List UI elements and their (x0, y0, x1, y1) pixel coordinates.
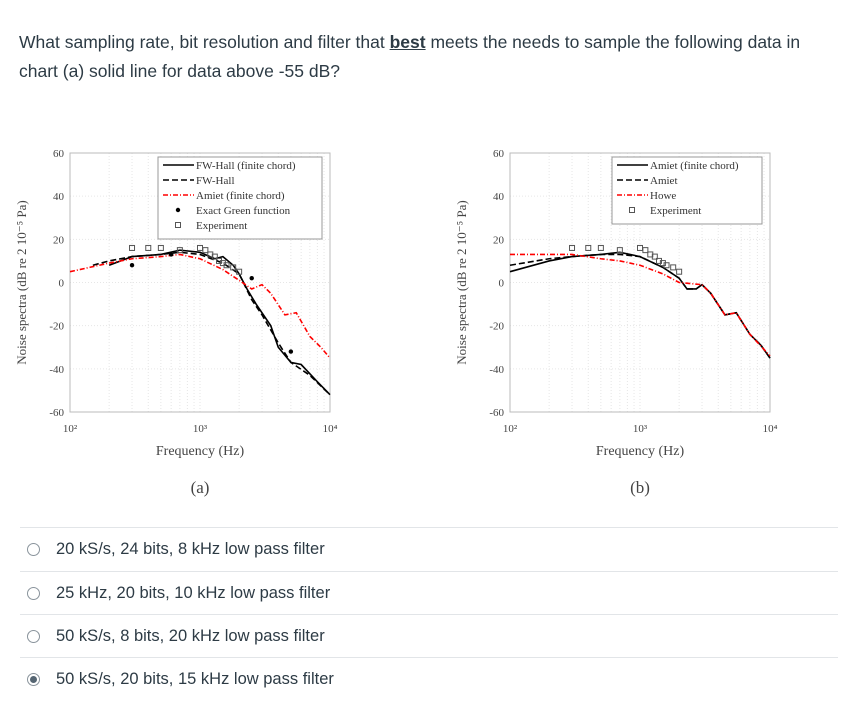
data-point (145, 244, 152, 251)
data-point (223, 262, 230, 269)
option-label: 50 kS/s, 8 bits, 20 kHz low pass filter (56, 627, 325, 645)
y-tick-label: 60 (493, 148, 505, 160)
y-tick-label: -20 (489, 321, 504, 333)
x-tick-label: 10⁴ (763, 423, 778, 435)
question-figure: 60 40 20 0 -20 -40 -60 10² 10³ 10⁴ Frequency (Hz) N… (14, 148, 778, 497)
option-label: 25 kHz, 20 bits, 10 kHz low pass filter (56, 584, 331, 602)
legend-label: Experiment (650, 205, 701, 217)
data-point (202, 247, 209, 254)
legend-label: Amiet (finite chord) (196, 190, 285, 202)
y-tick-label: -40 (49, 364, 64, 376)
data-point (676, 268, 683, 275)
data-point (663, 262, 670, 269)
legend-label: Exact Green function (196, 205, 291, 217)
legend-label: FW-Hall (196, 175, 235, 187)
y-tick-label: 60 (53, 148, 65, 160)
chart-a: 60 40 20 0 -20 -40 -60 10² 10³ 10⁴ Frequency (Hz) N… (14, 148, 338, 497)
data-point (168, 252, 174, 257)
radio-button[interactable] (27, 587, 40, 600)
data-point (288, 349, 294, 354)
radio-button[interactable] (27, 543, 40, 556)
series-line (92, 251, 331, 396)
legend-label: Experiment (196, 220, 247, 232)
x-tick-label: 10³ (193, 423, 208, 435)
plot-frame (509, 152, 771, 413)
chart-caption: (a) (191, 478, 210, 497)
y-tick-label: 40 (53, 191, 65, 203)
legend-label: Howe (650, 190, 676, 202)
x-tick-label: 10³ (633, 423, 648, 435)
question-emphasis: best (389, 32, 426, 52)
answer-option[interactable]: 25 kHz, 20 bits, 10 kHz low pass filter (20, 571, 838, 615)
y-axis-label: Noise spectra (dB re 2 10⁻⁵ Pa) (454, 200, 469, 364)
radio-button[interactable] (27, 630, 40, 643)
series-line (510, 253, 771, 357)
data-point (597, 244, 604, 251)
answer-option[interactable]: 20 kS/s, 24 bits, 8 kHz low pass filter (20, 527, 838, 571)
answer-option[interactable]: 50 kS/s, 8 bits, 20 kHz low pass filter (20, 614, 838, 658)
data-point (129, 263, 135, 268)
data-point (642, 247, 649, 254)
data-point (129, 244, 136, 251)
data-point (569, 244, 576, 251)
y-tick-label: -40 (489, 364, 504, 376)
x-tick-label: 10⁴ (323, 423, 338, 435)
y-axis-label: Noise spectra (dB re 2 10⁻⁵ Pa) (14, 200, 29, 364)
answer-option[interactable]: 50 kS/s, 20 bits, 15 kHz low pass filter (20, 657, 838, 701)
data-point (670, 264, 677, 271)
y-tick-label: 40 (493, 191, 505, 203)
option-label: 20 kS/s, 24 bits, 8 kHz low pass filter (56, 540, 325, 558)
data-point (176, 247, 183, 254)
legend-marker (175, 222, 181, 228)
question-part: What sampling rate, bit resolution and f… (19, 32, 390, 52)
legend-marker (629, 207, 635, 213)
y-tick-label: 0 (59, 278, 65, 290)
legend-label: Amiet (650, 175, 678, 187)
legend-marker (175, 207, 181, 213)
chart-b: 60 40 20 0 -20 -40 -60 10² 10³ 10⁴ Frequency (Hz) N… (454, 148, 778, 497)
option-label: 50 kS/s, 20 bits, 15 kHz low pass filter (56, 670, 334, 688)
x-tick-label: 10² (503, 423, 518, 435)
radio-button[interactable] (27, 673, 40, 686)
data-point (585, 244, 592, 251)
data-point (616, 247, 623, 254)
legend-label: Amiet (finite chord) (650, 160, 739, 172)
series-line (69, 253, 331, 359)
legend-box (157, 156, 323, 240)
plot-frame (69, 152, 331, 413)
data-point (651, 253, 658, 260)
y-tick-label: -20 (49, 321, 64, 333)
data-point (249, 275, 254, 281)
data-point (236, 268, 243, 275)
y-tick-label: 20 (53, 234, 65, 246)
legend-label: FW-Hall (finite chord) (196, 160, 296, 172)
x-tick-label: 10² (63, 423, 78, 435)
y-tick-label: -60 (49, 407, 64, 419)
chart-caption: (b) (630, 478, 650, 497)
y-tick-label: -60 (489, 407, 504, 419)
data-point (230, 264, 237, 271)
x-axis-label: Frequency (Hz) (156, 444, 245, 459)
legend-box (611, 156, 763, 225)
data-point (157, 244, 164, 251)
y-tick-label: 20 (493, 234, 505, 246)
x-axis-label: Frequency (Hz) (596, 444, 685, 459)
question-part: meets the needs to sample the following … (19, 32, 801, 81)
series-line (108, 249, 331, 396)
y-tick-label: 0 (499, 278, 505, 290)
question-text: What sampling rate, bit resolution and f… (19, 28, 819, 86)
data-point (211, 253, 218, 260)
